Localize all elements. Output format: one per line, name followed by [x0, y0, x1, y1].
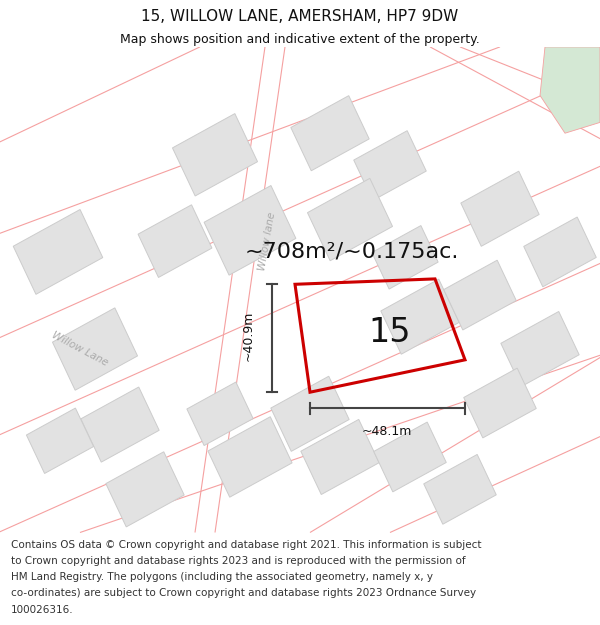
Polygon shape — [52, 308, 137, 390]
Polygon shape — [301, 419, 379, 494]
Polygon shape — [464, 368, 536, 438]
Polygon shape — [291, 96, 369, 171]
Text: co-ordinates) are subject to Crown copyright and database rights 2023 Ordnance S: co-ordinates) are subject to Crown copyr… — [11, 589, 476, 599]
Text: ~40.9m: ~40.9m — [242, 311, 255, 361]
Text: 15: 15 — [369, 316, 411, 349]
Polygon shape — [204, 186, 296, 275]
Polygon shape — [187, 382, 253, 446]
Polygon shape — [354, 131, 426, 201]
Polygon shape — [172, 114, 257, 196]
Text: 100026316.: 100026316. — [11, 604, 73, 614]
Text: HM Land Registry. The polygons (including the associated geometry, namely x, y: HM Land Registry. The polygons (includin… — [11, 572, 433, 582]
Polygon shape — [307, 178, 392, 261]
Polygon shape — [524, 217, 596, 287]
Text: Willow Lane: Willow Lane — [50, 330, 110, 368]
Polygon shape — [540, 47, 600, 133]
Polygon shape — [381, 279, 459, 354]
Polygon shape — [424, 454, 496, 524]
Polygon shape — [374, 422, 446, 492]
Text: to Crown copyright and database rights 2023 and is reproduced with the permissio: to Crown copyright and database rights 2… — [11, 556, 466, 566]
Polygon shape — [461, 171, 539, 246]
Polygon shape — [501, 311, 579, 387]
Polygon shape — [106, 452, 184, 527]
Text: 15, WILLOW LANE, AMERSHAM, HP7 9DW: 15, WILLOW LANE, AMERSHAM, HP7 9DW — [142, 9, 458, 24]
Text: ~708m²/~0.175ac.: ~708m²/~0.175ac. — [245, 242, 460, 262]
Polygon shape — [271, 376, 349, 451]
Text: Willow lane: Willow lane — [257, 211, 277, 271]
Text: Map shows position and indicative extent of the property.: Map shows position and indicative extent… — [120, 32, 480, 46]
Polygon shape — [372, 226, 438, 289]
Polygon shape — [444, 260, 516, 330]
Text: Contains OS data © Crown copyright and database right 2021. This information is : Contains OS data © Crown copyright and d… — [11, 540, 481, 550]
Polygon shape — [13, 209, 103, 294]
Polygon shape — [208, 417, 292, 497]
Polygon shape — [81, 387, 159, 462]
Polygon shape — [138, 205, 212, 278]
Polygon shape — [26, 408, 94, 474]
Text: ~48.1m: ~48.1m — [362, 424, 412, 438]
